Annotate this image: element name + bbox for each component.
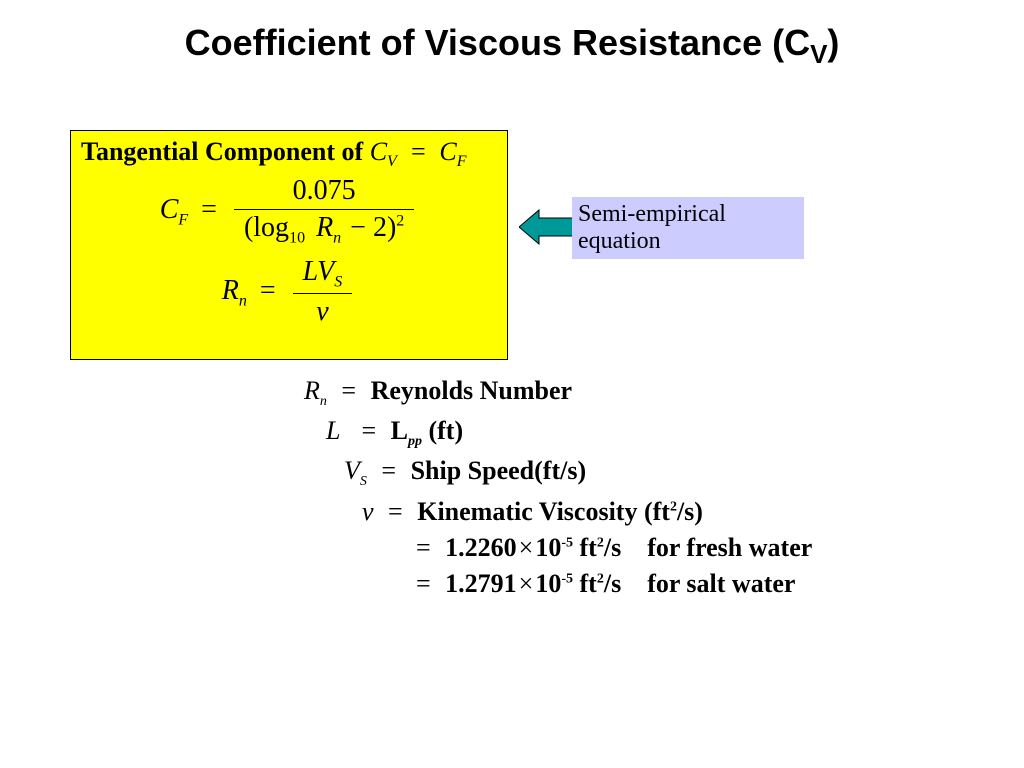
- cf-fraction: 0.075 (log10 Rn − 2)2: [234, 175, 414, 248]
- rn-eq-sign: =: [260, 275, 276, 306]
- title-prefix: Coefficient of Viscous Resistance (C: [185, 22, 811, 63]
- callout-line1: Semi-empirical: [578, 201, 726, 227]
- definitions-block: Rn = Reynolds Number L = Lpp (ft) VS = S…: [304, 376, 812, 605]
- heading-text: Tangential Component of: [81, 137, 370, 166]
- slide-title: Coefficient of Viscous Resistance (CV): [0, 22, 1024, 70]
- def-fresh: = 1.2260×10-5 ft2/s for fresh water: [408, 533, 812, 563]
- def-Vs: VS = Ship Speed(ft/s): [344, 456, 812, 490]
- title-sub: V: [810, 39, 827, 69]
- cf-denominator: (log10 Rn − 2)2: [234, 209, 414, 248]
- cf-eq-sign: =: [201, 194, 217, 225]
- cf-numerator: 0.075: [234, 175, 414, 209]
- rn-fraction: LVS ν: [293, 256, 353, 329]
- cf-symbol: CF: [439, 137, 466, 166]
- title-suffix: ): [827, 22, 839, 63]
- eq-sign: =: [409, 137, 427, 166]
- rn-equation: Rn = LVS ν: [81, 256, 497, 329]
- cf-equation: CF = 0.075 (log10 Rn − 2)2: [81, 175, 497, 248]
- rn-denominator: ν: [293, 293, 353, 328]
- def-rn: Rn = Reynolds Number: [304, 376, 812, 410]
- arrow-left-icon: [519, 208, 573, 246]
- formula-box: Tangential Component of CV = CF CF = 0.0…: [70, 130, 508, 360]
- def-salt: = 1.2791×10-5 ft2/s for salt water: [408, 569, 812, 599]
- callout-line2: equation: [578, 228, 661, 254]
- def-nu: ν = Kinematic Viscosity (ft2/s): [362, 497, 812, 527]
- rn-numerator: LVS: [293, 256, 353, 294]
- callout-box: Semi-empirical equation: [572, 197, 804, 259]
- cv-symbol: CV: [370, 137, 397, 166]
- rn-lhs: Rn: [222, 275, 247, 306]
- def-L: L = Lpp (ft): [326, 416, 812, 450]
- cf-lhs: CF: [160, 194, 188, 225]
- box-heading: Tangential Component of CV = CF: [81, 137, 497, 171]
